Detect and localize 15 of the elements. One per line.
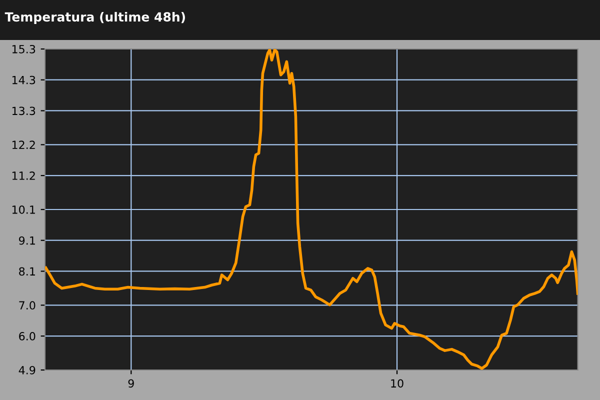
x-tick-label: 9 bbox=[128, 379, 134, 388]
line-series bbox=[45, 49, 578, 370]
y-tick-label: 13.3 bbox=[12, 106, 36, 116]
y-tick-label: 4.9 bbox=[18, 366, 36, 374]
y-tick-label: 11.2 bbox=[12, 172, 35, 180]
y-tick-label: 6.0 bbox=[19, 332, 36, 340]
y-tick-label: 12.2 bbox=[12, 140, 35, 149]
y-tick-label: 7.0 bbox=[19, 301, 36, 310]
y-tick-label: 8.1 bbox=[19, 267, 35, 276]
y-tick-label: 14.3 bbox=[12, 76, 36, 84]
chart-title: Temperatura (ultime 48h) bbox=[4, 12, 185, 24]
y-tick-label: 10.1 bbox=[12, 205, 35, 214]
y-tick-label: 9.1 bbox=[19, 236, 35, 245]
y-tick-label: 15.3 bbox=[12, 44, 36, 54]
x-tick-label: 10 bbox=[391, 379, 404, 388]
